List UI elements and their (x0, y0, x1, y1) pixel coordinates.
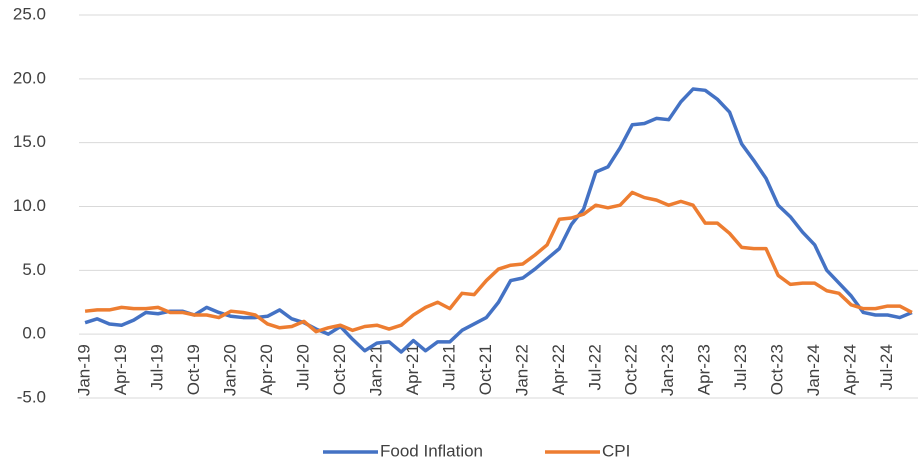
x-tick-label: Jan-22 (512, 344, 531, 396)
x-tick-label: Apr-23 (695, 344, 714, 395)
x-tick-label: Apr-22 (549, 344, 568, 395)
x-tick-label: Jan-21 (366, 344, 385, 396)
y-tick-label: 20.0 (13, 68, 46, 87)
x-tick-label: Jul-24 (877, 344, 896, 390)
x-tick-label: Jan-24 (804, 344, 823, 396)
legend-label: CPI (602, 441, 630, 460)
x-tick-label: Jan-19 (75, 344, 94, 396)
x-tick-label: Jul-22 (585, 344, 604, 390)
data-line (84, 190, 913, 334)
y-tick-label: -5.0 (17, 387, 46, 406)
x-tick-label: Oct-22 (622, 344, 641, 395)
y-tick-label: 5.0 (22, 260, 46, 279)
x-tick-label: Jul-21 (439, 344, 458, 390)
y-tick-label: 10.0 (13, 196, 46, 215)
x-tick-label: Jan-23 (658, 344, 677, 396)
y-tick-label: 15.0 (13, 132, 46, 151)
x-tick-label: Jul-23 (731, 344, 750, 390)
x-tick-label: Jan-20 (220, 344, 239, 396)
x-tick-label: Apr-19 (111, 344, 130, 395)
x-tick-label: Oct-19 (184, 344, 203, 395)
y-tick-label: 0.0 (22, 324, 46, 343)
x-tick-label: Jul-20 (293, 344, 312, 390)
x-tick-label: Oct-21 (476, 344, 495, 395)
x-tick-label: Apr-20 (257, 344, 276, 395)
x-tick-label: Oct-20 (330, 344, 349, 395)
data-line (84, 87, 913, 354)
x-tick-label: Jul-19 (148, 344, 167, 390)
legend-label: Food Inflation (380, 441, 483, 460)
x-tick-label: Apr-21 (403, 344, 422, 395)
x-tick-label: Oct-23 (768, 344, 787, 395)
y-tick-label: 25.0 (13, 4, 46, 23)
x-tick-label: Apr-24 (841, 344, 860, 395)
